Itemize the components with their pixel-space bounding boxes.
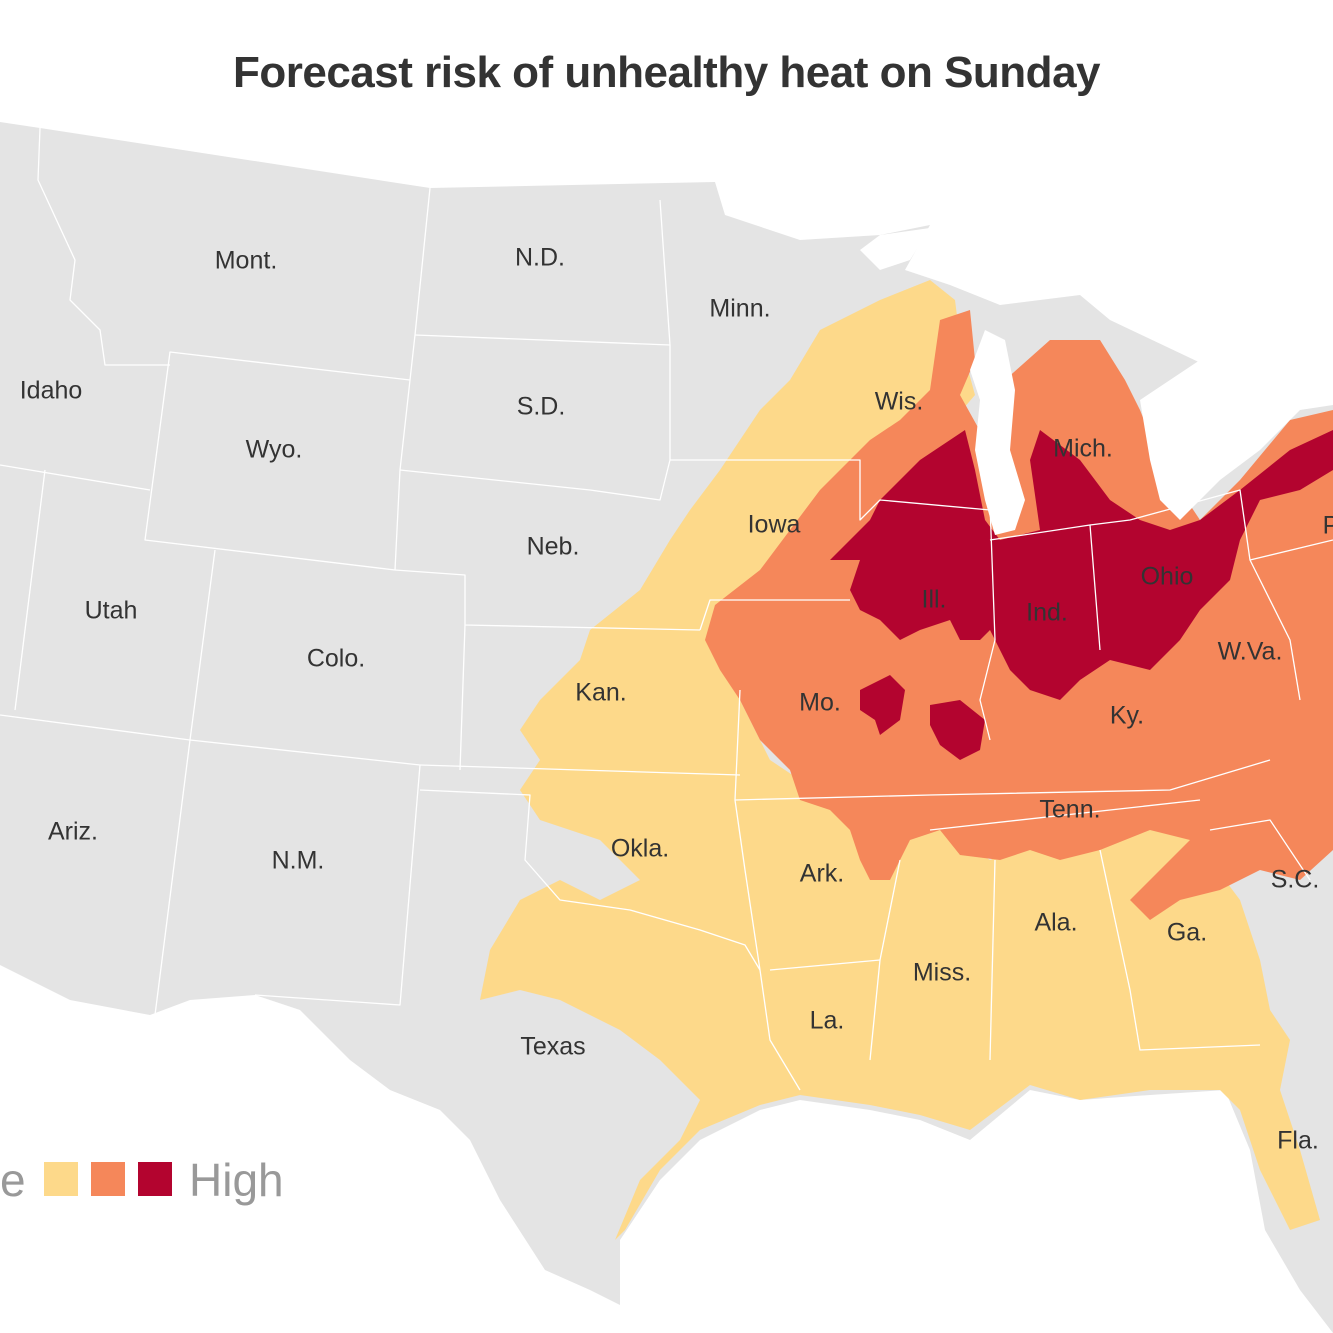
heat-risk-zone-level-1 xyxy=(480,280,1320,1240)
legend-swatch-level-2 xyxy=(91,1162,125,1196)
heat-risk-zone-level-3 xyxy=(830,430,1333,700)
state-label-wva: W.Va. xyxy=(1218,638,1283,666)
state-label-kan: Kan. xyxy=(575,679,626,707)
state-label-nd: N.D. xyxy=(515,244,565,272)
state-label-mont: Mont. xyxy=(215,247,278,275)
state-label-minn: Minn. xyxy=(709,295,770,323)
state-label-idaho: Idaho xyxy=(20,377,83,405)
lake-superior xyxy=(860,228,930,270)
state-label-tenn: Tenn. xyxy=(1039,796,1100,824)
legend-low-label: e xyxy=(0,1154,26,1206)
legend-high-label: High xyxy=(189,1154,284,1206)
state-label-ind: Ind. xyxy=(1026,599,1068,627)
state-label-mo: Mo. xyxy=(799,689,841,717)
heat-risk-zone-level-3-southern-illinois xyxy=(930,700,985,760)
legend-swatch-level-3 xyxy=(138,1162,172,1196)
state-label-fla: Fla. xyxy=(1277,1127,1319,1155)
state-label-colo: Colo. xyxy=(307,645,365,673)
state-label-ky: Ky. xyxy=(1110,702,1144,730)
lake-erie xyxy=(1140,360,1300,520)
legend-swatch-level-1 xyxy=(44,1162,78,1196)
heat-risk-zone-level-3-missouri xyxy=(860,675,905,735)
state-label-pa: P xyxy=(1323,512,1333,540)
state-label-la: La. xyxy=(810,1007,845,1035)
state-label-ga: Ga. xyxy=(1167,919,1207,947)
state-label-ariz: Ariz. xyxy=(48,818,98,846)
map-title: Forecast risk of unhealthy heat on Sunda… xyxy=(232,48,1101,97)
state-label-wis: Wis. xyxy=(875,388,924,416)
lake-michigan xyxy=(970,330,1025,535)
state-label-nm: N.M. xyxy=(272,847,325,875)
state-label-iowa: Iowa xyxy=(748,511,801,539)
state-label-neb: Neb. xyxy=(527,533,580,561)
state-label-utah: Utah xyxy=(85,597,138,625)
state-label-texas: Texas xyxy=(520,1033,585,1061)
state-label-ohio: Ohio xyxy=(1141,563,1194,591)
state-label-sc: S.C. xyxy=(1271,866,1320,894)
state-label-ill: Ill. xyxy=(922,586,947,614)
state-label-okla: Okla. xyxy=(611,835,669,863)
state-label-sd: S.D. xyxy=(517,393,566,421)
state-label-ark: Ark. xyxy=(800,860,844,888)
state-label-wyo: Wyo. xyxy=(246,436,303,464)
state-label-mich: Mich. xyxy=(1053,435,1113,463)
state-labels: Mont. N.D. Minn. Idaho S.D. Wyo. Wis. Mi… xyxy=(20,244,1333,1155)
state-borders xyxy=(0,127,1333,1091)
state-label-miss: Miss. xyxy=(913,959,971,987)
state-label-ala: Ala. xyxy=(1034,909,1077,937)
